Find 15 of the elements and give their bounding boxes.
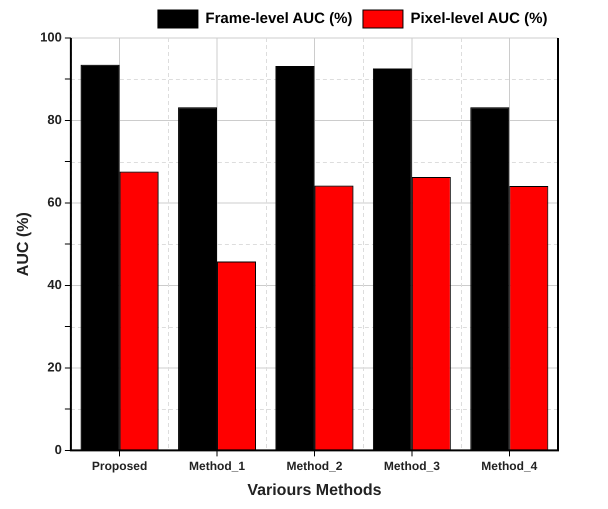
y-axis-title: AUC (%) (15, 212, 32, 276)
y-tick-label: 80 (47, 112, 62, 128)
x-tick-label: Method_2 (286, 458, 343, 473)
x-axis-title: Variours Methods (247, 482, 382, 499)
y-tick-label: 20 (47, 360, 62, 374)
legend-label: Frame-level AUC (%) (205, 10, 352, 28)
x-tick-label: Method_1 (189, 458, 246, 473)
x-tick-label: Method_3 (384, 458, 440, 473)
y-tick-label: 60 (47, 194, 62, 210)
y-tick-label: 100 (40, 30, 62, 45)
y-tick-label: 0 (54, 442, 62, 457)
x-tick-label: Method_4 (481, 458, 538, 473)
x-tick-label: Proposed (92, 458, 148, 473)
y-tick-label: 40 (47, 277, 62, 292)
legend-label: Pixel-level AUC (%) (410, 10, 548, 28)
